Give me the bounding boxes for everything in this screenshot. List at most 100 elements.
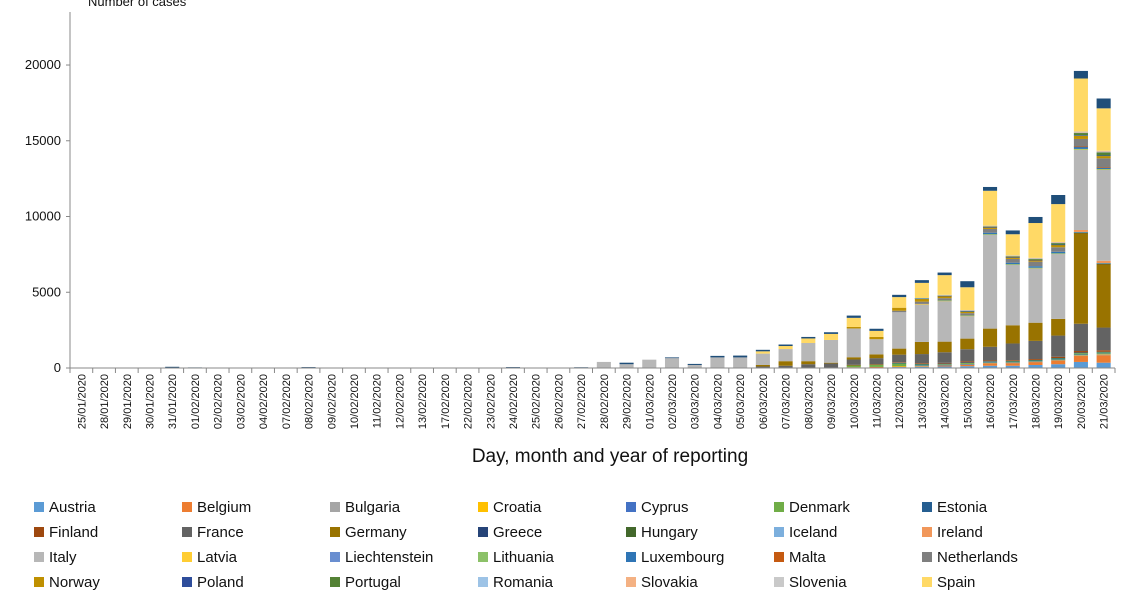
bar-segment-poland-38 [937,295,952,297]
legend-item-finland: Finland [34,522,182,542]
x-tick-label: 18/03/2020 [1030,374,1042,429]
bar-segment-portugal-41 [1005,256,1020,258]
legend-label: Croatia [493,498,542,516]
legend-label: Poland [197,573,244,591]
bar-segment-netherlands-42 [1028,261,1043,267]
legend-label: Austria [49,498,96,516]
bar-segment-slovakia-42 [1028,258,1043,259]
bar-segment-other-30 [755,349,770,352]
bar-segment-spain-39 [960,287,975,310]
y-axis: 0 5000 10000 15000 20000 [25,57,70,375]
bar-segment-iceland-44 [1073,231,1088,233]
bar-segment-denmark-35 [869,364,884,367]
bar-segment-estonia-37 [914,363,929,365]
legend-swatch [626,552,636,562]
legend-item-germany: Germany [330,522,478,542]
bar-segment-italy-41 [1005,264,1020,326]
x-tick-label: 29/01/2020 [122,374,134,429]
x-tick-label: 21/03/2020 [1099,374,1111,429]
legend-item-greece: Greece [478,522,626,542]
bar-segment-netherlands-40 [983,228,998,233]
bar-segment-other-44 [1073,70,1088,79]
bar-segment-denmark-45 [1096,352,1111,354]
bar-segment-italy-36 [892,312,907,349]
bar-segment-other-36 [892,294,907,298]
y-tick-label: 15000 [25,133,61,148]
bar-segment-hungary-44 [1073,232,1088,233]
bar-segment-finland-43 [1051,356,1066,358]
bar-segment-other-33 [823,332,839,334]
x-tick-label: 01/02/2020 [190,374,202,429]
bar-segment-italy-35 [869,339,884,355]
legend-item-portugal: Portugal [330,572,478,592]
legend-swatch [330,502,340,512]
bars-group [165,70,1111,369]
y-tick-label: 0 [54,360,61,375]
bar-segment-spain-36 [892,297,907,308]
bar-segment-lithuania-41 [1005,264,1020,265]
x-tick-label: 10/02/2020 [349,374,361,429]
legend-swatch [182,527,192,537]
bar-segment-norway-40 [983,227,998,229]
bar-segment-denmark-39 [960,363,975,364]
legend-label: Portugal [345,573,401,591]
bar-segment-spain-43 [1051,204,1066,242]
bar-segment-denmark-38 [937,364,952,365]
bar-segment-other-27 [687,363,702,365]
legend-swatch [182,577,192,587]
legend-swatch [34,577,44,587]
legend-label: Slovakia [641,573,698,591]
bar-segment-belgium-37 [914,365,929,367]
legend-swatch [922,577,932,587]
bar-segment-germany-43 [1051,318,1066,336]
bar-segment-spain-42 [1028,223,1043,258]
stacked-bar-chart: Number of cases 0 5000 10000 15000 20000 25/… [25,0,1116,467]
bar-segment-austria-40 [983,365,998,368]
legend-label: Luxembourg [641,548,725,566]
x-tick-label: 06/03/2020 [758,374,770,429]
bar-segment-romania-45 [1096,151,1111,153]
bar-segment-latvia-45 [1096,169,1111,170]
bar-segment-spain-32 [801,338,816,343]
bar-segment-belgium-38 [937,365,952,367]
bar-segment-cyprus-43 [1051,359,1066,361]
bar-segment-slovenia-41 [1005,255,1020,257]
bar-segment-italy-37 [914,304,929,342]
bar-segment-austria-38 [937,366,952,368]
bar-segment-belgium-45 [1096,355,1111,363]
bar-segment-luxembourg-44 [1073,146,1088,149]
bar-segment-norway-37 [914,298,929,302]
bar-segment-other-40 [983,186,998,191]
legend-item-austria: Austria [34,497,182,517]
bar-segment-austria-44 [1073,361,1088,368]
bar-segment-italy-45 [1096,169,1111,261]
bar-segment-slovakia-43 [1051,242,1066,244]
bar-segment-ireland-45 [1096,260,1111,264]
bar-segment-luxembourg-42 [1028,266,1043,268]
legend-item-hungary: Hungary [626,522,774,542]
x-tick-label: 28/02/2020 [599,374,611,429]
legend: Austria Belgium Bulgaria Croatia Cyprus Denma… [34,497,1114,592]
bar-segment-netherlands-37 [914,301,929,304]
bar-segment-bulgaria-44 [1073,355,1088,357]
bar-segment-netherlands-41 [1005,258,1020,263]
bar-segment-cyprus-37 [914,365,929,367]
bar-segment-germany-38 [937,341,952,353]
x-tick-label: 11/03/2020 [871,374,883,428]
x-tick-label: 09/03/2020 [826,374,838,429]
bar-segment-austria-37 [914,366,929,368]
bar-segment-spain-31 [778,346,793,350]
x-tick-label: 13/02/2020 [417,374,429,429]
bar-segment-luxembourg-43 [1051,251,1066,254]
legend-label: Romania [493,573,554,591]
bar-segment-austria-43 [1051,364,1066,368]
bar-segment-cyprus-42 [1028,361,1043,362]
bar-segment-france-38 [937,352,952,363]
bar-segment-france-36 [892,354,907,363]
bar-segment-germany-36 [892,348,907,355]
bar-segment-other-31 [778,344,793,347]
bar-segment-germany-44 [1073,232,1088,324]
legend-item-cyprus: Cyprus [626,497,774,517]
bar-segment-other-38 [937,272,952,276]
bar-segment-finland-34 [846,364,861,366]
